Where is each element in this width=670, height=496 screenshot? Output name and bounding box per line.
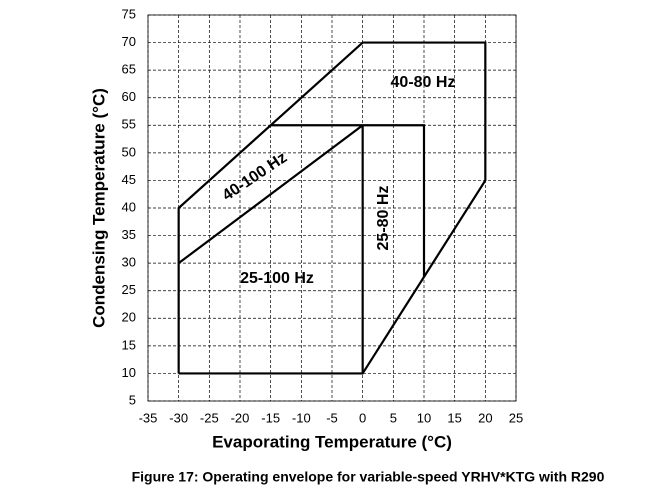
y-tick-label: 65 bbox=[122, 62, 136, 77]
x-tick-label: -15 bbox=[261, 410, 280, 425]
y-tick-label: 75 bbox=[122, 6, 136, 21]
x-tick-label: 25 bbox=[509, 410, 523, 425]
x-axis-label: Evaporating Temperature (°C) bbox=[212, 432, 452, 451]
y-tick-label: 15 bbox=[122, 337, 136, 352]
x-tick-label: 15 bbox=[447, 410, 461, 425]
x-tick-label: -20 bbox=[231, 410, 250, 425]
chart-title: Figure 17: Operating envelope for variab… bbox=[132, 469, 605, 485]
region-label: 40-80 Hz bbox=[391, 74, 456, 91]
x-tick-label: 20 bbox=[478, 410, 492, 425]
y-tick-label: 45 bbox=[122, 172, 136, 187]
y-tick-label: 50 bbox=[122, 144, 136, 159]
x-tick-label: -5 bbox=[326, 410, 338, 425]
envelope-line bbox=[270, 124, 426, 277]
region-label: 40-100 Hz bbox=[219, 149, 290, 204]
y-tick-label: 60 bbox=[122, 89, 136, 104]
y-tick-label: 55 bbox=[122, 117, 136, 132]
region-label: 25-80 Hz bbox=[375, 186, 392, 251]
x-tick-label: 5 bbox=[390, 410, 397, 425]
x-tick-label: -30 bbox=[169, 410, 188, 425]
y-tick-label: 70 bbox=[122, 34, 136, 49]
y-tick-label: 10 bbox=[122, 365, 136, 380]
y-tick-label: 30 bbox=[122, 255, 136, 270]
region-label: 25-100 Hz bbox=[240, 270, 314, 287]
envelope-line bbox=[178, 124, 364, 265]
y-tick-label: 25 bbox=[122, 282, 136, 297]
x-tick-label: -10 bbox=[292, 410, 311, 425]
y-tick-label: 40 bbox=[122, 199, 136, 214]
x-tick-label: 0 bbox=[359, 410, 366, 425]
y-axis-label: Condensing Temperature (°C) bbox=[89, 88, 108, 328]
x-tick-label: -35 bbox=[139, 410, 158, 425]
y-tick-label: 20 bbox=[122, 310, 136, 325]
y-tick-label: 35 bbox=[122, 227, 136, 242]
y-tick-label: 5 bbox=[129, 392, 136, 407]
x-tick-label: -25 bbox=[200, 410, 219, 425]
x-tick-label: 10 bbox=[417, 410, 431, 425]
plot-border bbox=[147, 14, 517, 402]
